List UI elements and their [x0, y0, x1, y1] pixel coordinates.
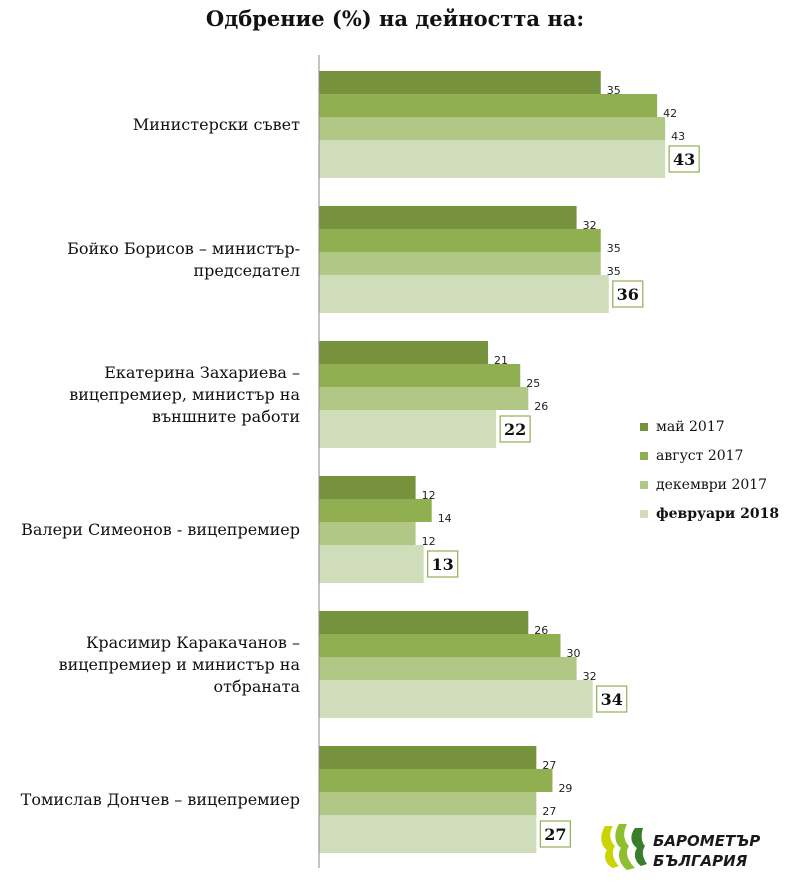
legend-swatch: [640, 509, 648, 518]
bar-5-2: [319, 792, 537, 815]
bar-0-3: [319, 140, 666, 178]
bar-4-1: [319, 634, 561, 657]
bar-4-0: [319, 611, 529, 634]
data-label-4-3: 34: [601, 690, 623, 709]
data-label-5-1: 29: [558, 782, 572, 795]
bar-1-0: [319, 206, 577, 229]
category-label-line: отбраната: [213, 677, 301, 696]
data-label-3-2: 12: [422, 535, 436, 548]
bar-2-1: [319, 364, 521, 387]
data-label-5-0: 27: [542, 759, 556, 772]
category-label-3: Валери Симеонов - вицепремиер: [0, 519, 300, 541]
category-label-line: Министерски съвет: [132, 115, 300, 134]
data-label-2-1: 25: [526, 377, 540, 390]
bar-1-1: [319, 229, 601, 252]
data-label-0-2: 43: [671, 130, 685, 143]
logo-heads-icon: [601, 824, 647, 870]
logo-line2: БЪЛГАРИЯ: [653, 852, 748, 870]
bar-3-1: [319, 499, 432, 522]
bar-2-0: [319, 341, 489, 364]
category-label-4: Красимир Каракачанов – вицепремиер и мини…: [0, 632, 300, 698]
legend-item-0: май 2017: [640, 412, 779, 441]
data-label-1-0: 32: [583, 219, 597, 232]
data-label-1-2: 35: [607, 265, 621, 278]
legend-swatch: [640, 451, 648, 460]
category-label-0: Министерски съвет: [0, 114, 300, 136]
bar-4-3: [319, 680, 593, 718]
bar-4-2: [319, 657, 577, 680]
data-label-0-3: 43: [673, 150, 695, 169]
bar-0-2: [319, 117, 666, 140]
category-label-line: Бойко Борисов – министър-: [67, 239, 300, 258]
category-label-line: Екатерина Захариева –: [104, 363, 300, 382]
data-label-box-2: [499, 415, 531, 443]
data-label-5-3: 27: [544, 825, 566, 844]
bar-5-1: [319, 769, 553, 792]
legend-item-3: февруари 2018: [640, 499, 779, 528]
legend-item-2: декември 2017: [640, 470, 779, 499]
data-label-1-3: 36: [617, 285, 639, 304]
category-label-line: председател: [193, 261, 300, 280]
category-label-line: Валери Симеонов - вицепремиер: [21, 520, 300, 539]
data-label-4-1: 30: [567, 647, 581, 660]
data-label-2-2: 26: [534, 400, 548, 413]
bar-1-3: [319, 275, 609, 313]
chart-title: Одбрение (%) на дейността на:: [205, 6, 585, 31]
bar-3-2: [319, 522, 416, 545]
bar-5-3: [319, 815, 537, 853]
data-label-5-2: 27: [542, 805, 556, 818]
data-label-box-0: [668, 145, 700, 173]
bar-2-2: [319, 387, 529, 410]
chart-legend: май 2017 август 2017 декември 2017 февруари…: [640, 412, 779, 528]
legend-label: май 2017: [656, 418, 725, 435]
data-label-3-3: 13: [432, 555, 454, 574]
data-label-box-4: [596, 685, 628, 713]
logo-line1: БАРОМЕТЪР: [653, 832, 760, 850]
data-label-1-1: 35: [607, 242, 621, 255]
data-label-4-0: 26: [534, 624, 548, 637]
bar-3-0: [319, 476, 416, 499]
bar-0-0: [319, 71, 601, 94]
category-label-1: Бойко Борисов – министър-председател: [0, 238, 300, 282]
data-label-3-1: 14: [438, 512, 452, 525]
bar-3-3: [319, 545, 424, 583]
data-label-box-5: [539, 820, 571, 848]
bar-2-3: [319, 410, 497, 448]
category-label-line: вицепремиер, министър на: [69, 385, 300, 404]
category-label-line: Томислав Дончев – вицепремиер: [20, 790, 300, 809]
data-label-2-0: 21: [494, 354, 508, 367]
legend-label: декември 2017: [656, 476, 768, 493]
category-label-line: външните работи: [151, 407, 300, 426]
data-label-3-0: 12: [422, 489, 436, 502]
barometer-bulgaria-logo: БАРОМЕТЪР БЪЛГАРИЯ: [601, 824, 760, 870]
category-label-line: Красимир Каракачанов –: [86, 633, 300, 652]
category-label-5: Томислав Дончев – вицепремиер: [0, 789, 300, 811]
data-label-0-1: 42: [663, 107, 677, 120]
category-label-line: вицепремиер и министър на: [58, 655, 300, 674]
data-label-2-3: 22: [504, 420, 526, 439]
bar-5-0: [319, 746, 537, 769]
legend-label: август 2017: [656, 447, 744, 464]
data-label-box-1: [612, 280, 644, 308]
legend-swatch: [640, 480, 648, 489]
data-label-4-2: 32: [583, 670, 597, 683]
data-label-0-0: 35: [607, 84, 621, 97]
legend-label: февруари 2018: [656, 505, 780, 522]
bar-0-1: [319, 94, 658, 117]
legend-swatch: [640, 422, 648, 431]
data-label-box-3: [427, 550, 459, 578]
bar-1-2: [319, 252, 601, 275]
legend-item-1: август 2017: [640, 441, 779, 470]
category-label-2: Екатерина Захариева – вицепремиер, минист…: [0, 362, 300, 428]
